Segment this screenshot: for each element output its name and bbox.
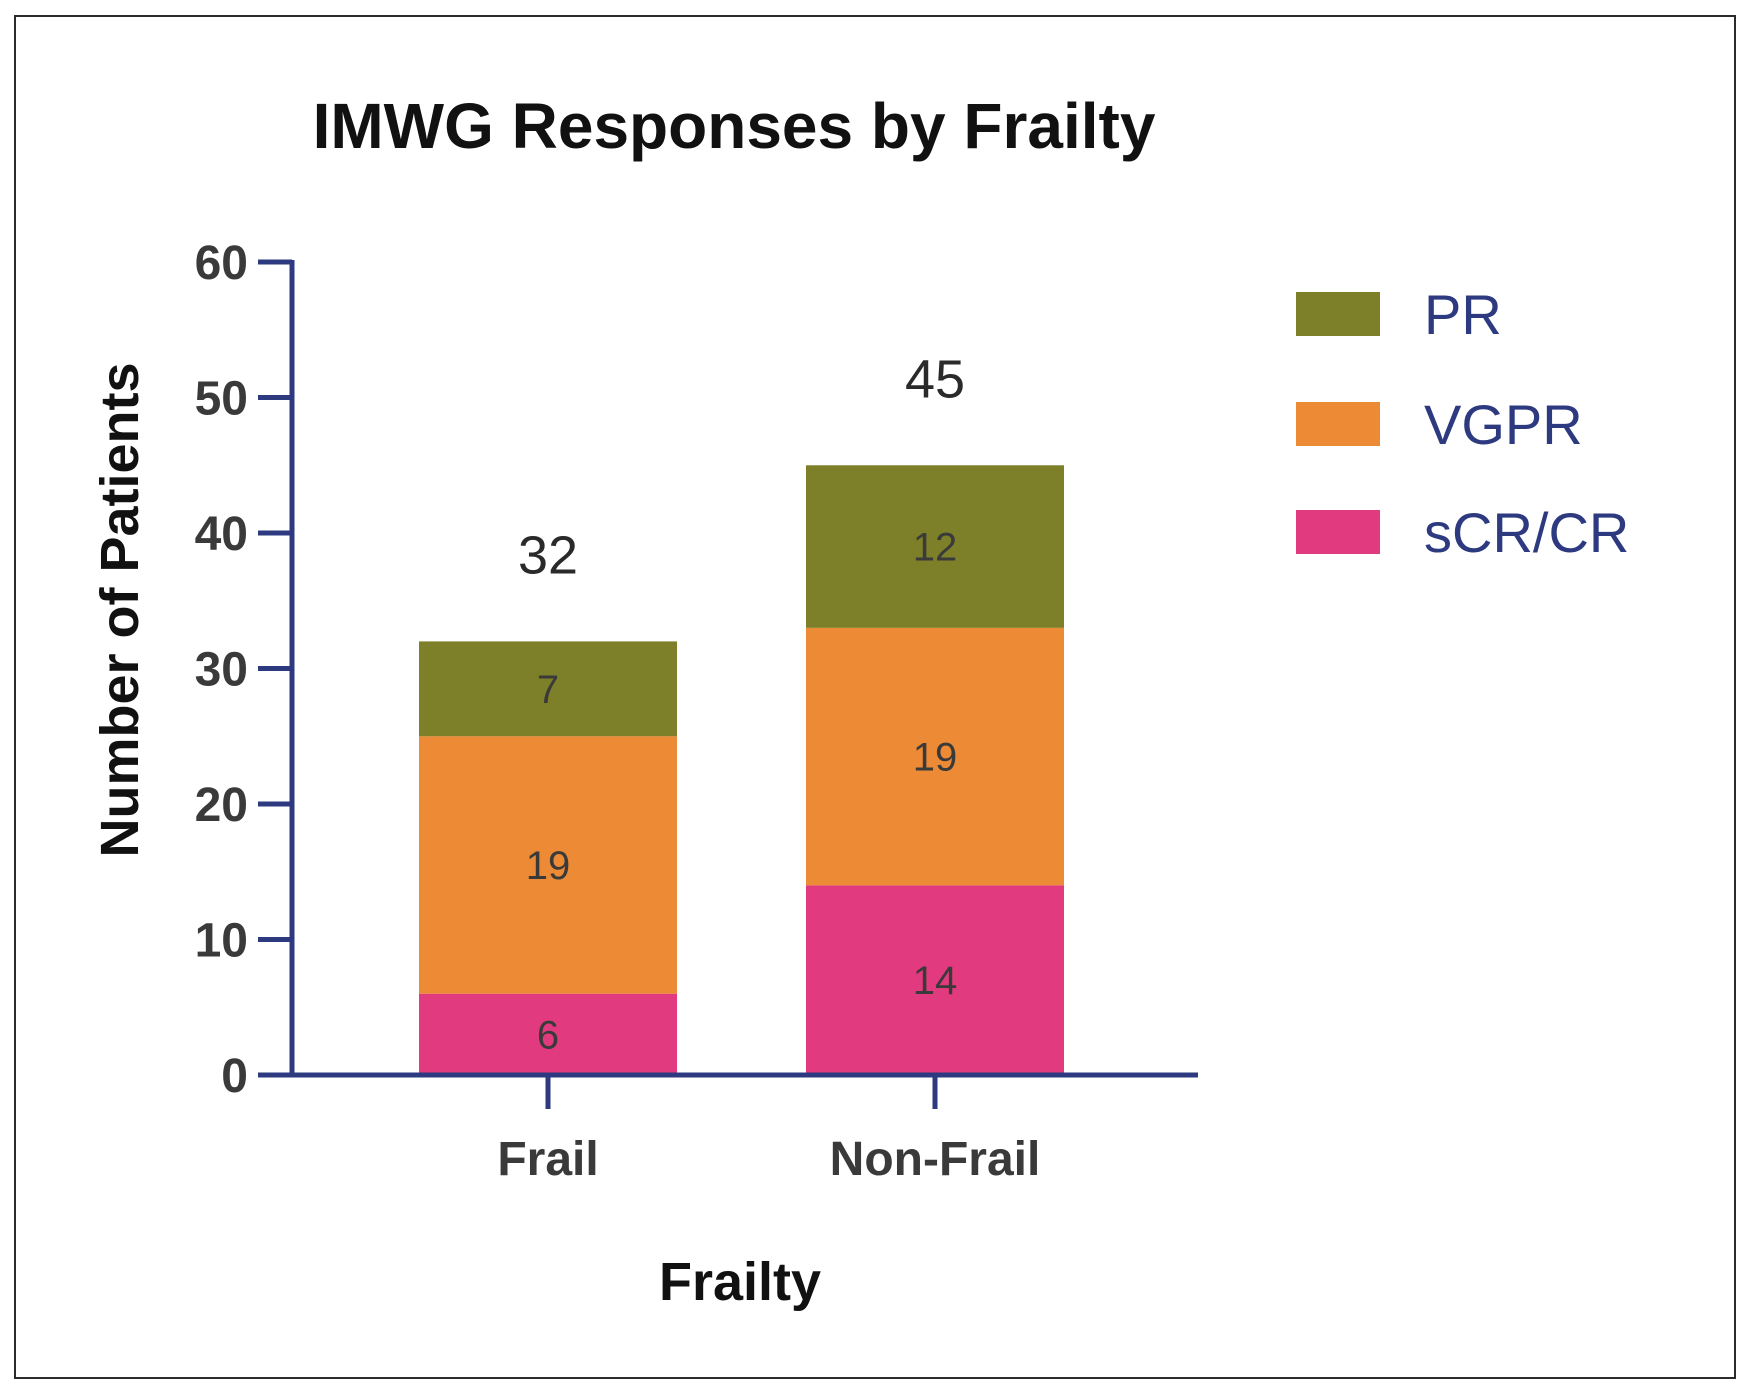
segment-value-label: 6 bbox=[537, 1013, 559, 1057]
legend-label-pr: PR bbox=[1424, 283, 1502, 346]
y-tick-label: 10 bbox=[195, 915, 248, 968]
y-tick-label: 40 bbox=[195, 508, 248, 561]
bar-segment-frail-pr bbox=[419, 641, 677, 737]
bar-segment-non-frail-scr-cr bbox=[806, 885, 1064, 1075]
segment-value-label: 7 bbox=[537, 668, 559, 712]
bar-segment-non-frail-vgpr bbox=[806, 627, 1064, 886]
y-axis-label: Number of Patients bbox=[90, 362, 150, 857]
x-tick-label: Non-Frail bbox=[830, 1133, 1041, 1186]
chart-title: IMWG Responses by Frailty bbox=[313, 90, 1156, 162]
bar-segment-frail-vgpr bbox=[419, 736, 677, 994]
legend-swatch-scr-cr bbox=[1296, 510, 1380, 554]
figure-frame bbox=[14, 15, 1736, 1379]
bar-segment-non-frail-pr bbox=[806, 465, 1064, 628]
bar-total-label: 32 bbox=[518, 525, 578, 585]
bar-total-label: 45 bbox=[905, 349, 965, 409]
segment-value-label: 12 bbox=[913, 526, 958, 570]
legend-label-vgpr: VGPR bbox=[1424, 393, 1583, 456]
segment-value-label: 19 bbox=[526, 844, 571, 888]
y-tick-label: 0 bbox=[221, 1050, 248, 1103]
x-axis-label: Frailty bbox=[659, 1252, 821, 1312]
legend-label-scr-cr: sCR/CR bbox=[1424, 501, 1629, 564]
y-tick-label: 20 bbox=[195, 779, 248, 832]
segment-value-label: 19 bbox=[913, 736, 958, 780]
legend-swatch-vgpr bbox=[1296, 402, 1380, 446]
y-tick-label: 60 bbox=[195, 237, 248, 290]
bar-segment-frail-scr-cr bbox=[419, 993, 677, 1075]
plot-area: 6 19 7 32 Frail 14 19 12 45 Non-Frail 0 10 20 30 40 50 6… bbox=[195, 237, 1198, 1186]
legend: PR VGPR sCR/CR bbox=[1296, 283, 1629, 564]
y-tick-label: 30 bbox=[195, 644, 248, 697]
legend-swatch-pr bbox=[1296, 292, 1380, 336]
y-tick-label: 50 bbox=[195, 373, 248, 426]
segment-value-label: 14 bbox=[913, 959, 958, 1003]
x-tick-label: Frail bbox=[497, 1133, 598, 1186]
